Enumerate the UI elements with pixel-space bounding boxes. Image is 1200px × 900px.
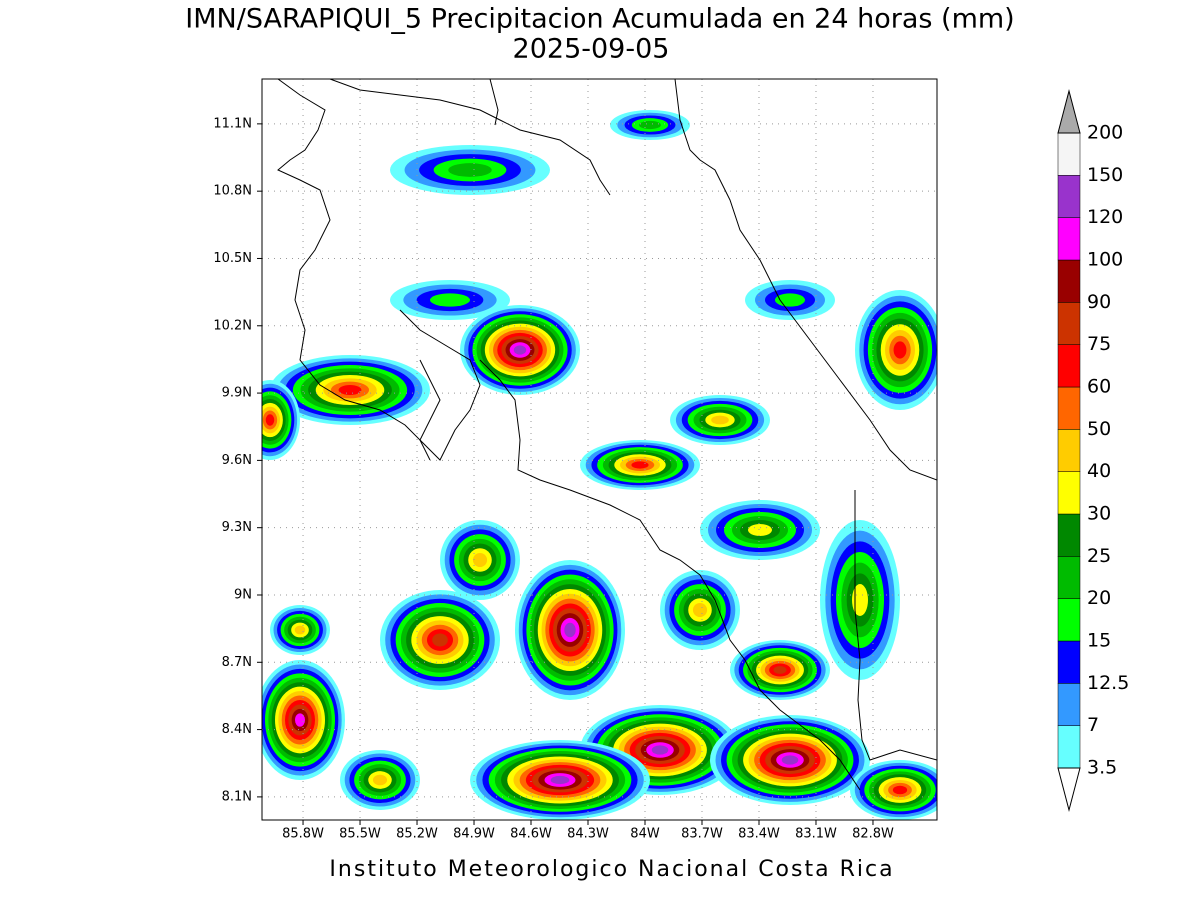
colorbar-swatch [1057, 683, 1081, 726]
coastlines [277, 79, 937, 791]
precip-contour [265, 414, 275, 426]
x-tick-label: 83.4W [738, 827, 780, 842]
plot-frame [261, 78, 938, 821]
precip-contour [472, 552, 488, 568]
border [489, 79, 499, 126]
colorbar-label: 15 [1087, 630, 1111, 652]
precip-contour [892, 785, 908, 795]
colorbar-swatch [1057, 556, 1081, 599]
title: IMN/SARAPIQUI_5 Precipitacion Acumulada … [185, 4, 1014, 35]
colorbar-label: 20 [1087, 587, 1111, 609]
precip-contour [711, 415, 729, 425]
colorbar-swatch [1057, 513, 1081, 557]
colorbar-label: 3.5 [1087, 757, 1117, 779]
x-tick-label: 83.7W [681, 827, 723, 842]
y-tick-label: 9.9N [222, 386, 252, 401]
colorbar-swatch [1057, 640, 1081, 684]
y-tick-label: 10.8N [213, 184, 252, 199]
y-tick-label: 10.5N [213, 251, 252, 266]
precip-contour [432, 633, 448, 647]
grid: 11.1N 10.8N 10.5N 10.2N 9.9N 9.6N 9.3N 9N 8.7N 8.… [213, 79, 937, 842]
colorbar-label: 100 [1087, 249, 1123, 271]
precip-contour [372, 774, 388, 786]
colorbar-swatch [1057, 725, 1081, 769]
y-tick-label: 11.1N [213, 116, 252, 131]
precip-field [262, 110, 937, 820]
precip-contour [513, 345, 527, 355]
y-tick-label: 9.6N [222, 453, 252, 468]
precip-contour [564, 622, 576, 638]
colorbar: 3.5 7 12.5 15 20 25 30 40 50 60 75 90 100 120 150 200 [1057, 89, 1129, 812]
border [329, 79, 611, 196]
precip-contour [295, 713, 305, 727]
precip-contour [651, 745, 669, 755]
x-tick-label: 84W [630, 827, 660, 842]
coastline [277, 79, 431, 461]
subtitle: 2025-09-05 [513, 34, 670, 65]
x-tick-label: 85.2W [396, 827, 438, 842]
x-tick-label: 83.1W [795, 827, 837, 842]
coastline [479, 359, 861, 791]
precip-contour [631, 461, 649, 469]
colorbar-label: 25 [1087, 545, 1111, 567]
colorbar-swatch [1057, 175, 1081, 218]
colorbar-swatch [1057, 259, 1081, 303]
precip-contour [550, 775, 570, 785]
colorbar-swatch [1057, 132, 1081, 176]
coastline [399, 309, 481, 461]
precip-contour [692, 602, 708, 618]
colorbar-label: 75 [1087, 333, 1111, 355]
y-tick-label: 9.3N [222, 520, 252, 535]
colorbar-label: 90 [1087, 291, 1111, 313]
x-tick-label: 84.6W [510, 827, 552, 842]
colorbar-swatch [1057, 217, 1081, 261]
colorbar-label: 60 [1087, 376, 1111, 398]
colorbar-swatch [1057, 598, 1081, 642]
x-tick-label: 82.8W [852, 827, 894, 842]
y-tick-label: 8.7N [222, 655, 252, 670]
colorbar-label: 120 [1087, 206, 1123, 228]
colorbar-label: 12.5 [1087, 672, 1129, 694]
colorbar-under [1057, 767, 1081, 812]
colorbar-label: 40 [1087, 460, 1111, 482]
y-tick-label: 9N [234, 587, 252, 602]
colorbar-swatch [1057, 302, 1081, 345]
x-tick-label: 84.3W [567, 827, 609, 842]
y-tick-label: 8.4N [222, 722, 252, 737]
precip-contour [294, 625, 306, 635]
border [854, 490, 937, 761]
x-tick-label: 85.5W [339, 827, 381, 842]
precip-contour [748, 524, 772, 536]
x-tick-label: 85.8W [282, 827, 324, 842]
colorbar-label: 50 [1087, 418, 1111, 440]
precip-contour [893, 341, 907, 359]
colorbar-over [1057, 89, 1081, 134]
precip-contour [639, 120, 661, 130]
footer: Instituto Meteorologico Nacional Costa R… [329, 857, 894, 882]
precip-contour [448, 163, 492, 177]
y-tick-label: 10.2N [213, 318, 252, 333]
colorbar-swatch [1057, 344, 1081, 388]
precip-contour [773, 666, 787, 674]
x-tick-label: 84.9W [453, 827, 495, 842]
colorbar-label: 30 [1087, 503, 1111, 525]
colorbar-label: 7 [1087, 714, 1099, 736]
colorbar-label: 200 [1087, 122, 1123, 144]
coastline [674, 79, 937, 481]
colorbar-swatch [1057, 471, 1081, 515]
precip-contour [852, 584, 868, 616]
precip-contour [781, 755, 799, 765]
precip-contour [430, 293, 470, 307]
colorbar-swatch [1057, 386, 1081, 430]
precip-contour [338, 385, 362, 395]
colorbar-label: 150 [1087, 164, 1123, 186]
colorbar-swatch [1057, 429, 1081, 472]
y-tick-label: 8.1N [222, 789, 252, 804]
